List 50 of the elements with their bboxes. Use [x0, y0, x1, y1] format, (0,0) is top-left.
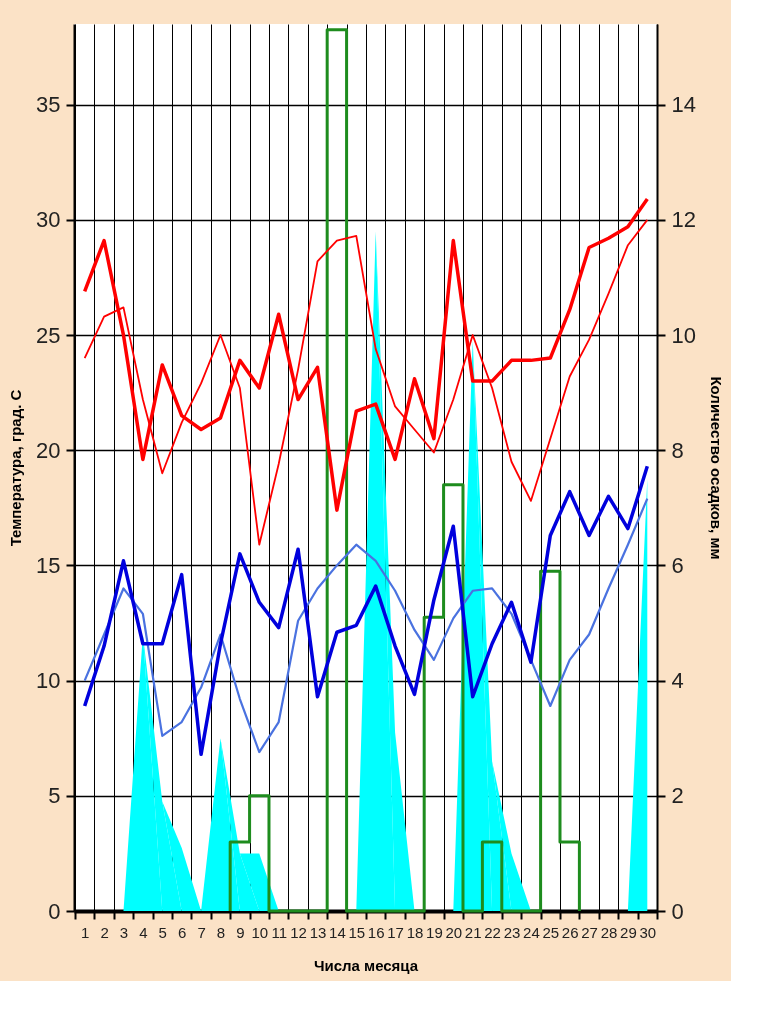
x-tick-label: 11 [271, 923, 287, 941]
y2-tick-label: 6 [671, 552, 684, 578]
y-tick-label: 30 [36, 207, 61, 233]
x-tick-label: 10 [251, 923, 269, 941]
x-tick-label: 15 [348, 923, 366, 941]
x-tick-label: 29 [620, 923, 637, 941]
y2-axis-title: Количество осадков, мм [707, 376, 725, 560]
x-tick-label: 19 [426, 923, 443, 941]
x-tick-label: 20 [445, 923, 463, 941]
y-tick-label: 35 [36, 92, 61, 118]
line-series [228, 28, 581, 913]
y-tick-label: 10 [36, 668, 61, 694]
x-tick-label: 4 [139, 923, 148, 941]
x-tick-label: 5 [158, 923, 167, 941]
x-tick-label: 28 [600, 923, 618, 941]
x-tick-label: 3 [119, 923, 129, 941]
x-tick-label: 17 [387, 923, 404, 941]
x-tick-label: 14 [329, 923, 346, 941]
y-tick-label: 15 [36, 552, 61, 578]
x-tick-label: 22 [484, 923, 501, 941]
y2-tick-label: 2 [671, 783, 684, 809]
y2-tick-label: 14 [671, 92, 696, 118]
y2-tick-label: 4 [671, 668, 684, 694]
x-tick-label: 18 [406, 923, 424, 941]
x-tick-label: 7 [197, 923, 206, 941]
x-tick-label: 1 [81, 923, 90, 941]
y2-tick-label: 8 [671, 437, 684, 463]
y2-tick-label: 0 [671, 898, 684, 924]
x-tick-label: 2 [100, 923, 109, 941]
x-tick-label: 21 [464, 923, 482, 941]
y2-tick-label: 10 [671, 322, 696, 348]
x-tick-label: 13 [309, 923, 327, 941]
x-tick-label: 16 [367, 923, 385, 941]
x-tick-label: 6 [178, 923, 187, 941]
y2-tick-label: 12 [671, 207, 696, 233]
x-tick-label: 30 [639, 923, 657, 941]
y-tick-label: 20 [36, 437, 61, 463]
x-tick-label: 23 [503, 923, 521, 941]
x-tick-label: 8 [216, 923, 226, 941]
x-tick-label: 24 [523, 923, 540, 941]
y-tick-label: 0 [48, 898, 61, 924]
x-axis-title: Числа месяца [313, 956, 419, 974]
y-axis-title: Температура, град. С [7, 389, 25, 547]
x-tick-label: 27 [581, 923, 598, 941]
y-tick-label: 25 [36, 322, 61, 348]
x-tick-label: 25 [542, 923, 560, 941]
x-tick-label: 9 [236, 923, 245, 941]
y-tick-label: 5 [48, 783, 61, 809]
x-tick-label: 12 [290, 923, 307, 941]
x-tick-label: 26 [561, 923, 579, 941]
